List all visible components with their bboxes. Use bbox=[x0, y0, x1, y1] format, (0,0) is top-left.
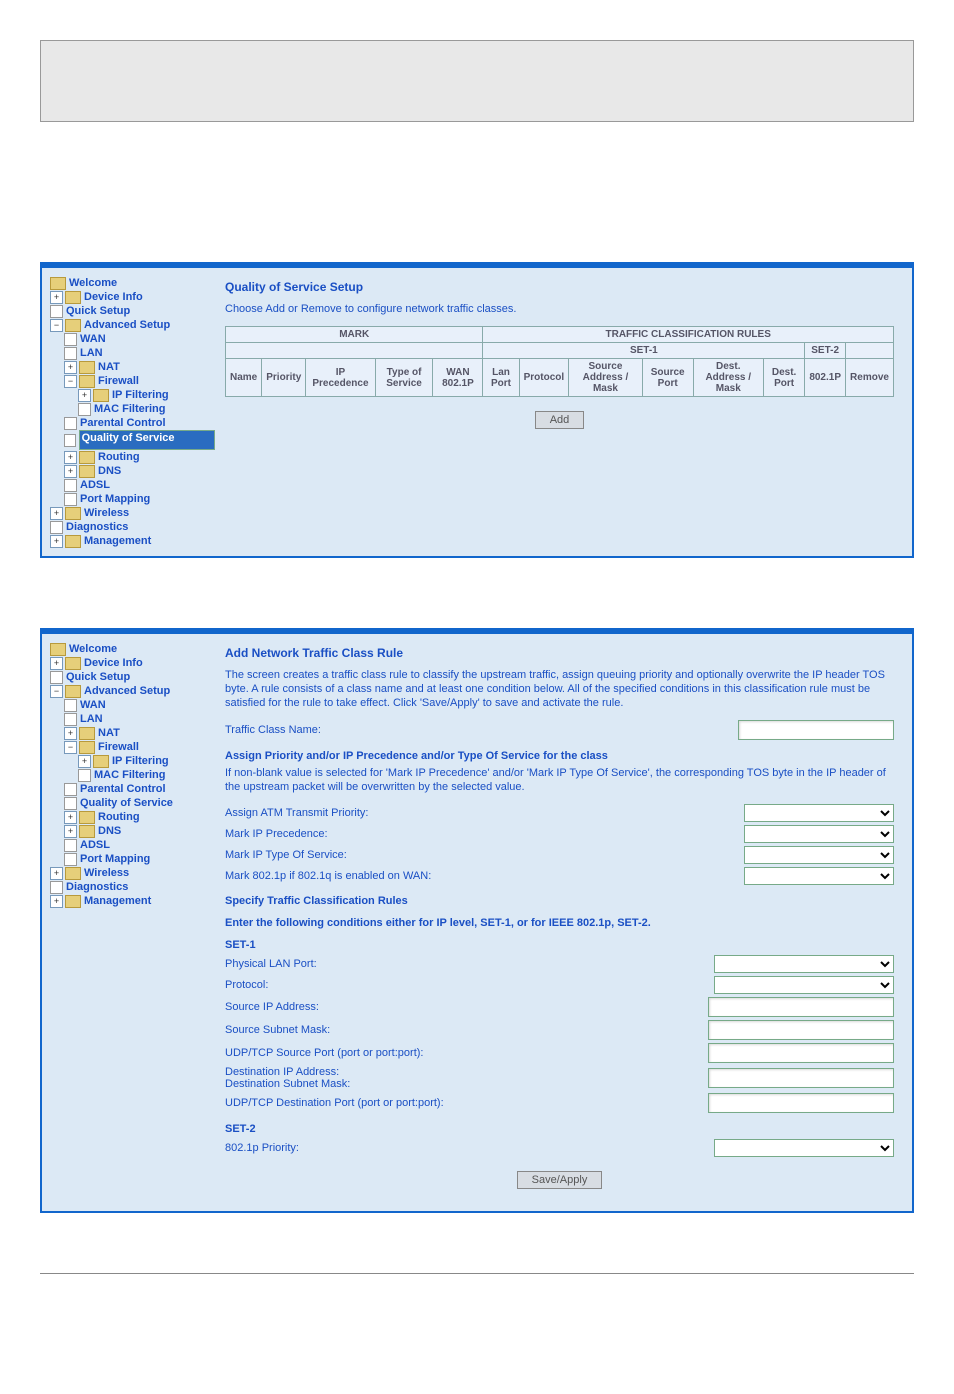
dest-port-input[interactable] bbox=[708, 1093, 894, 1113]
qos-setup-panel: Welcome + Device Info Quick Setup − Advanc… bbox=[40, 262, 914, 558]
nav-management[interactable]: Management bbox=[84, 534, 151, 548]
ip-precedence-select[interactable] bbox=[744, 825, 894, 843]
tos-select[interactable] bbox=[744, 846, 894, 864]
add-rule-desc: The screen creates a traffic class rule … bbox=[225, 668, 894, 710]
protocol-select[interactable] bbox=[714, 976, 894, 994]
traffic-class-name-label: Traffic Class Name: bbox=[225, 724, 738, 736]
nav-tree: Welcome + Device Info Quick Setup − Advanc… bbox=[50, 276, 215, 548]
assign-head: Assign Priority and/or IP Precedence and… bbox=[225, 750, 894, 762]
nav-diagnostics[interactable]: Diagnostics bbox=[66, 520, 128, 534]
nav-routing[interactable]: Routing bbox=[98, 450, 140, 464]
source-ip-input[interactable] bbox=[708, 997, 894, 1017]
nav-tree-2: Welcome +Device Info Quick Setup −Advanc… bbox=[50, 642, 215, 1203]
nav-lan[interactable]: LAN bbox=[80, 346, 103, 360]
source-port-input[interactable] bbox=[708, 1043, 894, 1063]
nav-welcome[interactable]: Welcome bbox=[69, 642, 117, 656]
save-apply-button[interactable]: Save/Apply bbox=[517, 1171, 603, 1189]
collapse-icon[interactable]: − bbox=[50, 319, 63, 332]
nav-wan[interactable]: WAN bbox=[80, 332, 106, 346]
nav-parental[interactable]: Parental Control bbox=[80, 416, 166, 430]
nav-quick-setup[interactable]: Quick Setup bbox=[66, 304, 130, 318]
add-rule-title: Add Network Traffic Class Rule bbox=[225, 646, 894, 660]
nav-firewall[interactable]: Firewall bbox=[98, 374, 139, 388]
nav-port-mapping[interactable]: Port Mapping bbox=[80, 492, 150, 506]
specify-head: Specify Traffic Classification Rules bbox=[225, 895, 894, 907]
qos-subtitle: Choose Add or Remove to configure networ… bbox=[225, 302, 894, 316]
mark-8021p-select[interactable] bbox=[744, 867, 894, 885]
expand-icon[interactable]: + bbox=[50, 291, 63, 304]
lan-port-select[interactable] bbox=[714, 955, 894, 973]
nav-advanced-setup[interactable]: Advanced Setup bbox=[84, 318, 170, 332]
nav-ip-filtering[interactable]: IP Filtering bbox=[112, 388, 169, 402]
nav-dns[interactable]: DNS bbox=[98, 464, 121, 478]
nav-nat[interactable]: NAT bbox=[98, 360, 120, 374]
atm-priority-select[interactable] bbox=[744, 804, 894, 822]
dest-ip-input[interactable] bbox=[708, 1068, 894, 1088]
add-rule-panel: Welcome +Device Info Quick Setup −Advanc… bbox=[40, 628, 914, 1213]
nav-device-info[interactable]: Device Info bbox=[84, 290, 143, 304]
nav-adsl[interactable]: ADSL bbox=[80, 478, 110, 492]
traffic-class-name-input[interactable] bbox=[738, 720, 894, 740]
rules-table: MARKTRAFFIC CLASSIFICATION RULES SET-1SE… bbox=[225, 326, 894, 397]
8021p-priority-select[interactable] bbox=[714, 1139, 894, 1157]
nav-advanced-setup[interactable]: Advanced Setup bbox=[84, 684, 170, 698]
welcome-icon bbox=[50, 277, 66, 290]
nav-quick-setup[interactable]: Quick Setup bbox=[66, 670, 130, 684]
nav-qos[interactable]: Quality of Service bbox=[79, 430, 215, 450]
nav-welcome[interactable]: Welcome bbox=[69, 276, 117, 290]
nav-wireless[interactable]: Wireless bbox=[84, 506, 129, 520]
enter-cond: Enter the following conditions either fo… bbox=[225, 917, 894, 929]
nav-device-info[interactable]: Device Info bbox=[84, 656, 143, 670]
header-placeholder bbox=[40, 40, 914, 122]
assign-desc: If non-blank value is selected for 'Mark… bbox=[225, 766, 894, 794]
source-mask-input[interactable] bbox=[708, 1020, 894, 1040]
qos-title: Quality of Service Setup bbox=[225, 280, 894, 294]
add-button[interactable]: Add bbox=[535, 411, 585, 429]
nav-mac-filtering[interactable]: MAC Filtering bbox=[94, 402, 166, 416]
